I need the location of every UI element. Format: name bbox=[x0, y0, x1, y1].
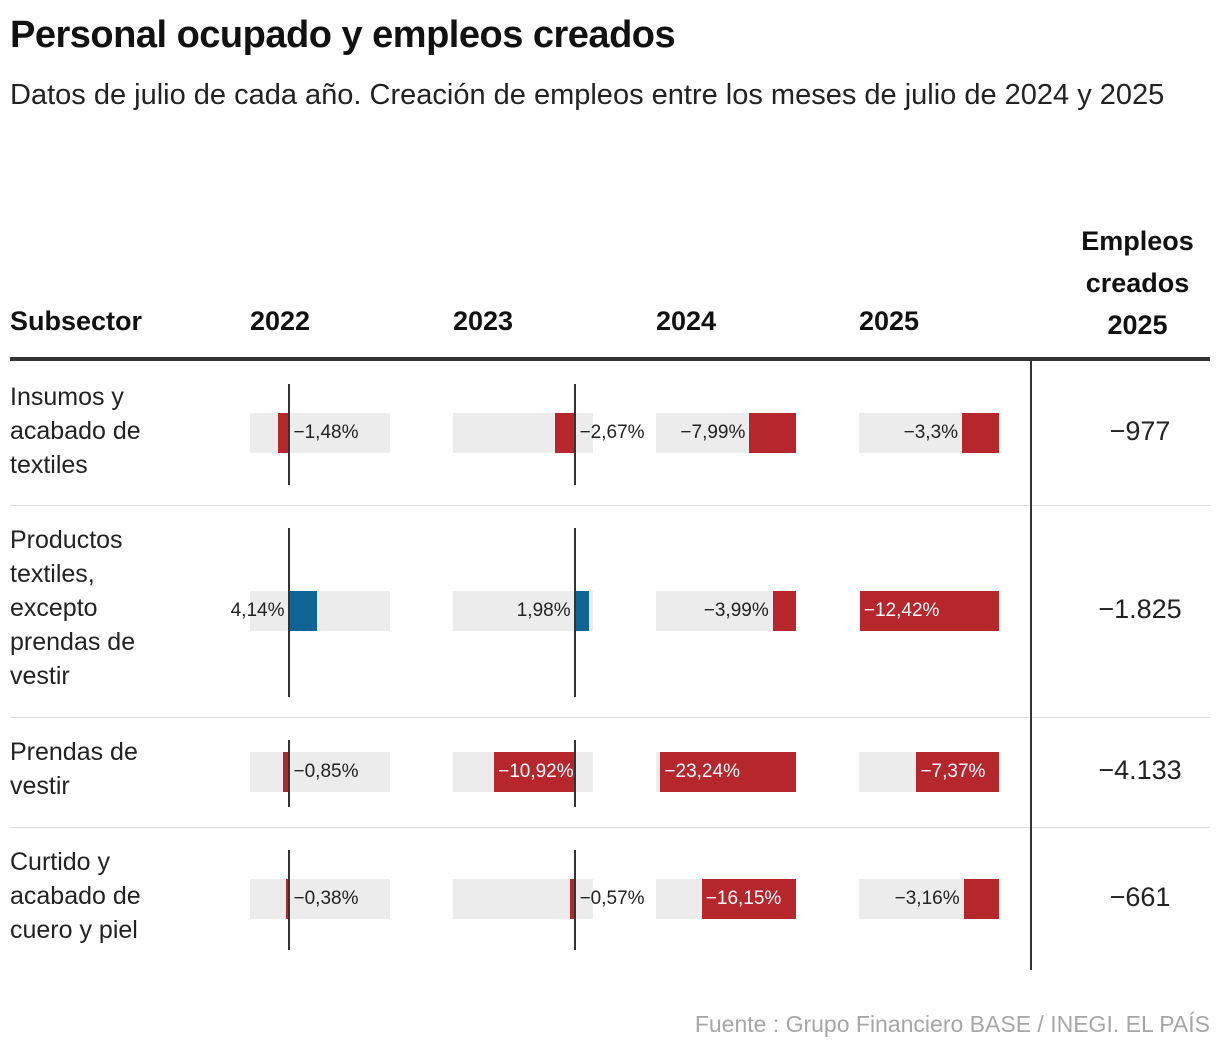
bar-2022 bbox=[278, 413, 289, 453]
header-employment: Empleos creados 2025 bbox=[1060, 220, 1215, 346]
bar-2022 bbox=[282, 752, 289, 792]
row-separator bbox=[10, 717, 1210, 718]
zero-line bbox=[287, 740, 290, 807]
zero-line bbox=[287, 384, 290, 485]
value-label-2023: −0,57% bbox=[579, 887, 645, 909]
header-year-2024: 2024 bbox=[656, 306, 717, 336]
zero-line bbox=[573, 740, 576, 807]
row-label-line: excepto bbox=[10, 594, 98, 622]
bar-2024 bbox=[772, 591, 796, 631]
row-label-line: Insumos y bbox=[10, 383, 124, 411]
header-year-2022: 2022 bbox=[250, 306, 311, 336]
employment-value: −1.825 bbox=[1098, 594, 1182, 624]
row-label: Productos textiles, excepto prendas de vesti… bbox=[10, 523, 230, 693]
chart-subtitle: Datos de julio de cada año. Creación de … bbox=[10, 79, 1165, 111]
zero-line bbox=[287, 850, 290, 950]
source-note: Fuente : Grupo Financiero BASE / INEGI. … bbox=[694, 1011, 1210, 1037]
value-label-2025: −3,16% bbox=[894, 887, 960, 909]
bar-2025 bbox=[859, 591, 999, 631]
value-label-2024: −7,99% bbox=[680, 422, 746, 443]
value-label-2022: −0,38% bbox=[293, 887, 359, 909]
row-label-line: textiles, bbox=[10, 560, 95, 588]
value-label-2024: −16,15% bbox=[705, 887, 782, 909]
zero-line bbox=[287, 528, 290, 697]
row-label: Curtido y acabado de cuero y piel bbox=[10, 845, 230, 947]
header-year-2025: 2025 bbox=[859, 306, 920, 336]
row-label: Insumos y acabado de textiles bbox=[10, 380, 230, 482]
value-label-2024: −3,99% bbox=[703, 600, 769, 621]
bar-2022 bbox=[288, 591, 318, 631]
row-label-line: Curtido y bbox=[10, 848, 111, 876]
value-label-2023: −2,67% bbox=[579, 422, 645, 443]
value-label-2022: 4,14% bbox=[230, 600, 285, 621]
row-label-line: vestir bbox=[10, 772, 70, 800]
header-employment-line-1: Empleos bbox=[1081, 226, 1194, 256]
row-separator bbox=[10, 505, 1210, 506]
bar-2022 bbox=[285, 878, 289, 919]
row-label-line: Productos bbox=[10, 526, 123, 554]
bar-track bbox=[453, 591, 593, 631]
zero-line bbox=[573, 850, 576, 950]
bar-2023 bbox=[494, 752, 575, 792]
row-label-line: acabado de bbox=[10, 417, 141, 445]
value-label-2024: −23,24% bbox=[664, 761, 740, 782]
row-label-line: cuero y piel bbox=[10, 916, 138, 944]
bar-2024 bbox=[660, 752, 796, 792]
header-employment-line-3: 2025 bbox=[1107, 310, 1168, 340]
chart-title: Personal ocupado y empleos creados bbox=[10, 14, 676, 56]
bar-2025 bbox=[962, 413, 999, 453]
bar-2023 bbox=[570, 878, 575, 919]
bar-track bbox=[250, 878, 390, 919]
row-label-line: prendas de bbox=[10, 628, 136, 656]
employment-column-divider bbox=[1030, 361, 1032, 970]
row-label-line: Prendas de bbox=[10, 738, 138, 766]
bar-track bbox=[250, 591, 390, 631]
employment-value: −661 bbox=[1109, 881, 1171, 912]
employment-value: −4.133 bbox=[1098, 755, 1182, 785]
bar-2025 bbox=[916, 752, 999, 792]
value-label-2023: −10,92% bbox=[498, 761, 574, 782]
row-separator bbox=[10, 827, 1210, 828]
value-label-2023: 1,98% bbox=[516, 600, 571, 621]
bar-track bbox=[453, 878, 593, 919]
value-label-2025: −7,37% bbox=[920, 761, 986, 782]
header-year-2023: 2023 bbox=[453, 306, 514, 336]
zero-line bbox=[573, 384, 576, 485]
row-label-line: acabado de bbox=[10, 882, 141, 910]
zero-line bbox=[573, 528, 576, 697]
bar-2023 bbox=[554, 413, 575, 453]
header-rule bbox=[10, 357, 1210, 361]
header-employment-line-2: creados bbox=[1085, 268, 1190, 298]
value-label-2025: −3,3% bbox=[903, 422, 959, 443]
bar-track bbox=[250, 752, 390, 792]
value-label-2022: −0,85% bbox=[293, 761, 359, 782]
bar-2023 bbox=[574, 591, 590, 631]
employment-value: −977 bbox=[1109, 416, 1171, 446]
bar-2024 bbox=[701, 878, 796, 919]
bar-track bbox=[656, 591, 796, 631]
bar-2024 bbox=[749, 413, 796, 453]
header-subsector: Subsector bbox=[10, 306, 143, 336]
row-label: Prendas de vestir bbox=[10, 735, 230, 803]
bar-2025 bbox=[963, 878, 999, 919]
value-label-2022: −1,48% bbox=[293, 422, 359, 443]
value-label-2025: −12,42% bbox=[863, 600, 940, 621]
row-label-line: textiles bbox=[10, 451, 88, 479]
row-label-line: vestir bbox=[10, 662, 70, 690]
bar-track bbox=[250, 413, 390, 453]
